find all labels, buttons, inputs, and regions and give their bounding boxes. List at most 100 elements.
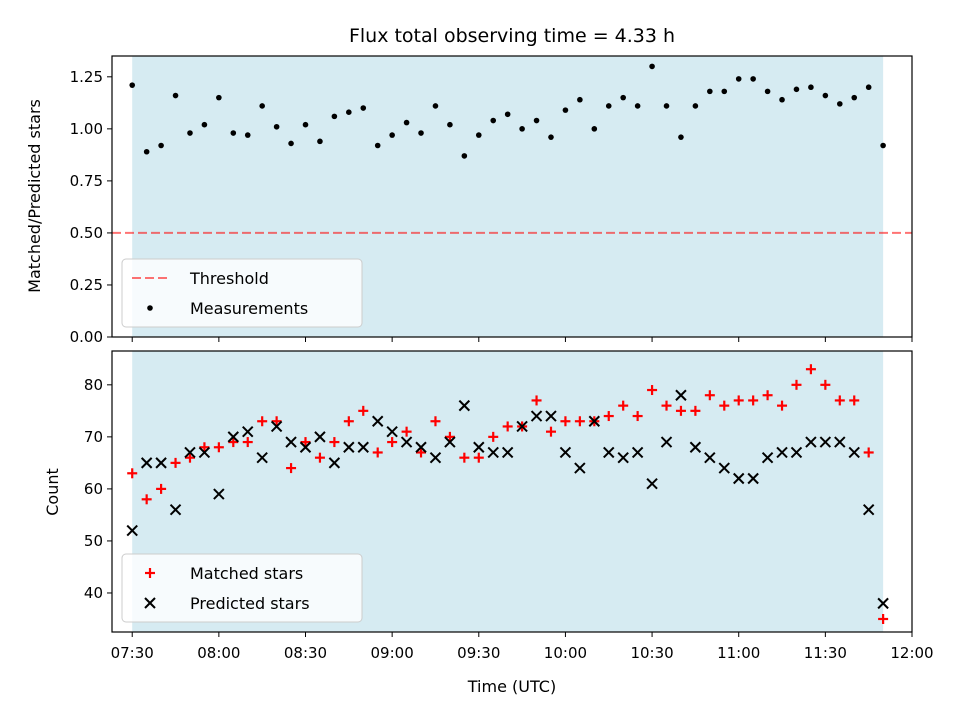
predicted-star-point [675,389,687,401]
measurement-point [562,107,569,113]
predicted-star-stroke [790,446,803,459]
predicted-star-point [848,446,860,459]
predicted-star-point [603,446,615,459]
predicted-star-point [501,446,514,459]
predicted-star-point [574,462,586,474]
predicted-star-point [256,451,268,464]
predicted-star-point [559,446,572,459]
matched-star-point [401,426,412,437]
predicted-star-point [862,504,875,516]
top-y-tick-label: 0.50 [70,224,103,242]
measurement-point [346,109,352,115]
measurement-point [302,121,309,128]
x-tick-label: 12:00 [890,644,933,662]
x-tick-label: 10:30 [630,644,673,662]
x-tick-label: 11:00 [717,644,760,662]
predicted-star-stroke [487,446,499,459]
matched-star-point [300,437,311,448]
matched-star-point [372,447,383,458]
matched-star-point [127,468,138,479]
predicted-star-point [588,415,601,427]
matched-star-point [849,395,860,406]
matched-star-point [343,416,354,427]
measurement-point [461,153,468,159]
measurement-point [360,105,367,111]
predicted-star-point [429,451,442,464]
measurement-point [707,88,713,95]
predicted-star-point [299,441,312,453]
predicted-star-point [617,451,629,464]
x-tick-label: 08:30 [284,644,327,662]
predicted-star-stroke [386,425,398,438]
predicted-star-point [386,425,398,438]
matched-star-point [430,416,441,427]
measurement-point [317,138,323,145]
matched-star-point [647,385,658,396]
matched-star-point [459,452,470,463]
measurement-point [158,142,164,149]
measurement-point [475,132,482,138]
measurement-point [129,82,136,88]
predicted-star-stroke [285,436,297,448]
predicted-star-point [184,446,196,459]
matched-star-point [777,400,788,411]
measurement-point [764,88,771,95]
measurement-point [288,140,294,147]
matched-star-point [560,416,571,427]
bottom-legend-box [121,553,363,623]
top-y-tick-label: 0.25 [70,276,103,294]
measurement-point [548,134,554,140]
predicted-star-point [371,415,384,427]
measurement-point [591,126,598,132]
matched-star-point [257,416,268,427]
predicted-star-stroke [270,420,283,433]
bottom-panel: 40 50 60 70 80 07:30 08:00 08:30 09:00 09:30 10:00… [84,350,934,662]
measurement-point [418,130,424,136]
predicted-star-stroke [603,446,615,459]
x-tick-label: 11:30 [804,644,847,662]
measurement-point [822,92,829,99]
matched-star-point [170,457,181,468]
measurement-point [519,126,525,132]
measurement-point [779,96,785,103]
bottom-y-tick-label: 60 [84,480,103,498]
matched-star-point [271,416,282,427]
matched-star-point [242,437,253,448]
measurement-point [533,117,540,124]
matched-star-point [444,431,455,442]
predicted-star-point [819,436,832,448]
predicted-star-stroke [848,446,860,459]
legend-measurement-swatch [147,305,153,311]
predicted-star-point [761,451,774,464]
measurement-point [735,76,742,82]
predicted-star-stroke [574,462,586,474]
matched-star-point [820,379,831,390]
measurement-point [201,121,208,128]
measurement-point [490,117,497,124]
matched-star-point [748,395,759,406]
measurement-point [692,103,699,109]
predicted-star-stroke [501,446,514,459]
matched-star-point [213,442,224,453]
measurement-point [605,103,612,109]
matched-star-point [286,463,297,474]
legend-label: Measurements [190,299,308,318]
predicted-star-point [834,436,846,448]
predicted-star-point [242,425,254,438]
predicted-star-point [790,446,803,459]
predicted-star-stroke [776,446,788,459]
predicted-star-stroke [213,488,225,500]
top-panel: 0.00 0.25 0.50 0.75 1.00 1.25 Threshold Measure… [70,55,913,346]
bottom-axes-frame [111,350,913,633]
predicted-star-stroke [660,436,673,448]
chart-title: Flux total observing time = 4.33 h [349,25,675,47]
measurement-point [577,96,583,103]
predicted-star-stroke [299,441,312,453]
matched-star-point [199,442,210,453]
predicted-star-point [270,420,283,433]
matched-star-point [314,452,325,463]
x-tick-label: 07:30 [111,644,154,662]
predicted-star-point [733,472,745,485]
predicted-star-stroke [357,441,369,453]
measurement-point [331,113,338,120]
